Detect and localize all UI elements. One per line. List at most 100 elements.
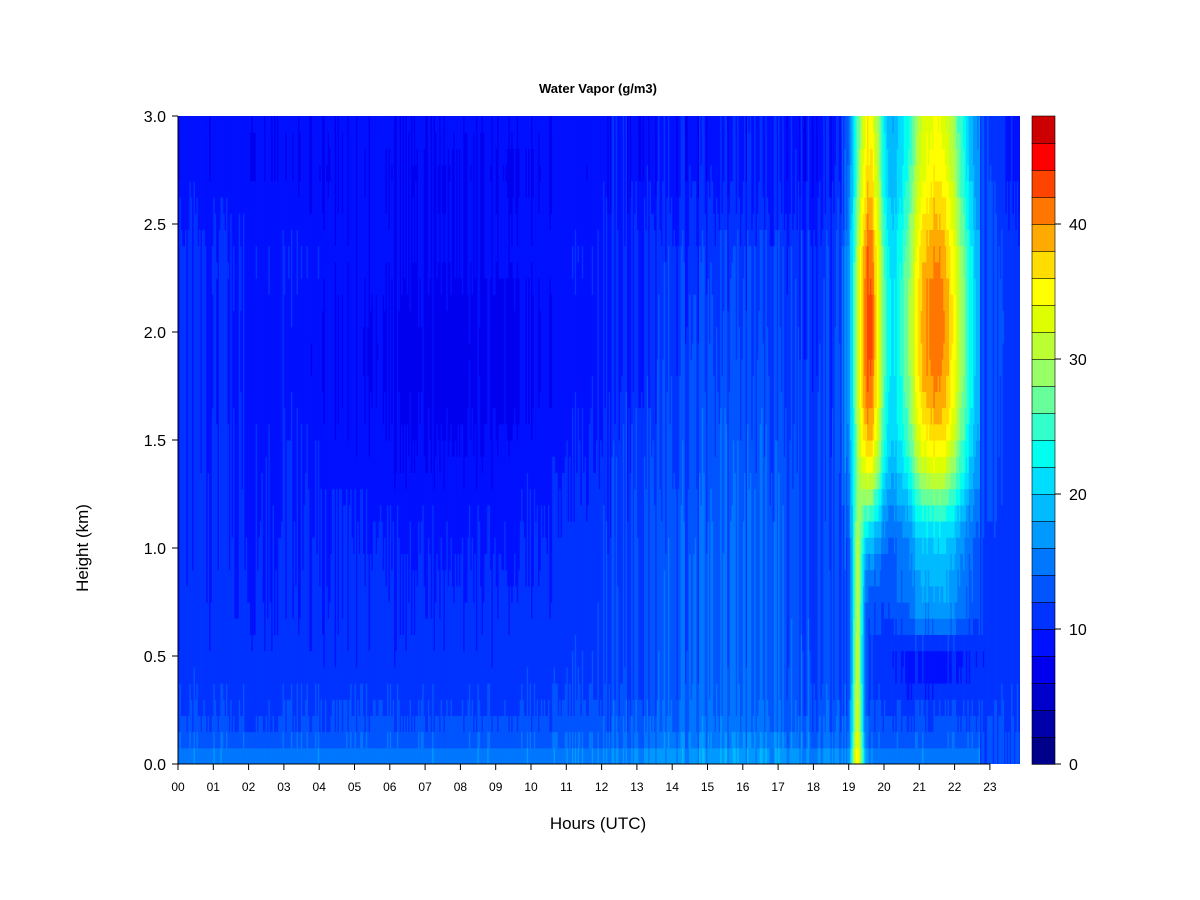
heatmap-cell	[820, 699, 823, 749]
heatmap-cell	[490, 569, 493, 716]
heatmap-cell	[946, 229, 949, 279]
heatmap-cell	[505, 116, 508, 166]
heatmap-cell	[399, 747, 402, 764]
heatmap-cell	[970, 407, 973, 457]
heatmap-cell	[468, 504, 471, 684]
heatmap-cell	[276, 180, 279, 636]
heatmap-cell	[415, 569, 418, 716]
heatmap-cell	[886, 553, 889, 619]
heatmap-cell	[224, 747, 227, 764]
heatmap-cell	[470, 261, 473, 441]
heatmap-cell	[879, 116, 882, 182]
heatmap-cell	[940, 683, 943, 716]
heatmap-cell	[905, 116, 908, 182]
heatmap-cell	[737, 116, 740, 133]
heatmap-cell	[703, 472, 706, 733]
heatmap-cell	[385, 148, 388, 214]
heatmap-cell	[917, 699, 920, 749]
heatmap-cell	[793, 747, 796, 764]
heatmap-cell	[477, 731, 480, 749]
heatmap-cell	[495, 261, 498, 441]
heatmap-cell	[302, 569, 305, 716]
heatmap-cell	[960, 197, 963, 247]
heatmap-cell	[714, 456, 717, 733]
heatmap-cell	[470, 116, 473, 166]
heatmap-cell	[433, 747, 436, 764]
heatmap-cell	[226, 116, 229, 198]
heatmap-cell	[780, 213, 783, 392]
heatmap-cell	[958, 391, 961, 441]
heatmap-cell	[823, 116, 826, 279]
heatmap-cell	[868, 585, 871, 619]
heatmap-cell	[974, 116, 977, 198]
heatmap-cell	[937, 456, 940, 473]
heatmap-cell	[875, 585, 878, 635]
heatmap-cell	[804, 180, 807, 360]
heatmap-cell	[453, 456, 456, 603]
heatmap-cell	[450, 747, 453, 764]
heatmap-cell	[852, 731, 855, 749]
heatmap-cell	[406, 423, 409, 554]
heatmap-cell	[264, 116, 267, 182]
heatmap-cell	[927, 602, 930, 619]
heatmap-cell	[443, 650, 446, 733]
heatmap-cell	[210, 116, 213, 603]
heatmap-cell	[574, 634, 577, 733]
heatmap-cell	[651, 731, 654, 749]
heatmap-cell	[461, 294, 464, 425]
heatmap-cell	[799, 116, 802, 198]
heatmap-cell	[590, 731, 593, 764]
heatmap-cell	[696, 488, 699, 733]
heatmap-cell	[888, 116, 891, 198]
heatmap-cell	[350, 116, 353, 490]
heatmap-cell	[789, 440, 792, 733]
heatmap-cell	[916, 618, 919, 635]
heatmap-cell	[783, 747, 786, 764]
heatmap-cell	[799, 715, 802, 749]
heatmap-cell	[216, 116, 219, 263]
heatmap-cell	[594, 116, 597, 473]
heatmap-cell	[203, 116, 206, 133]
heatmap-cell	[238, 699, 241, 749]
heatmap-cell	[680, 245, 683, 506]
heatmap-cell	[358, 116, 361, 133]
heatmap-cell	[306, 116, 309, 247]
heatmap-cell	[509, 715, 512, 749]
heatmap-cell	[713, 747, 716, 764]
heatmap-cell	[403, 116, 406, 133]
heatmap-cell	[994, 699, 997, 764]
heatmap-cell	[878, 521, 881, 538]
heatmap-cell	[963, 504, 966, 522]
heatmap-cell	[423, 747, 426, 764]
heatmap-cell	[478, 326, 481, 376]
heatmap-cell	[514, 407, 517, 554]
heatmap-cell	[968, 553, 971, 619]
heatmap-cell	[460, 116, 463, 133]
heatmap-cell	[951, 569, 954, 619]
heatmap-cell	[922, 504, 925, 522]
heatmap-cell	[461, 537, 464, 700]
heatmap-cell	[864, 148, 867, 198]
heatmap-cell	[386, 116, 389, 133]
heatmap-cell	[251, 116, 254, 182]
heatmap-cell	[569, 116, 572, 457]
heatmap-cell	[399, 116, 402, 133]
heatmap-cell	[642, 116, 645, 133]
heatmap-cell	[447, 116, 450, 133]
heatmap-cell	[696, 116, 699, 247]
heatmap-cell	[953, 699, 956, 733]
heatmap-cell	[734, 245, 737, 473]
heatmap-cell	[899, 440, 902, 473]
heatmap-cell	[611, 116, 614, 457]
heatmap-cell	[591, 650, 594, 733]
heatmap-cell	[875, 407, 878, 441]
heatmap-cell	[903, 715, 906, 749]
heatmap-cell	[412, 116, 415, 166]
heatmap-cell	[919, 423, 922, 457]
heatmap-cell	[772, 116, 775, 133]
heatmap-cell	[480, 116, 483, 133]
heatmap-cell	[898, 213, 901, 441]
heatmap-cell	[192, 731, 195, 749]
heatmap-cell	[447, 747, 450, 764]
heatmap-cell	[878, 180, 881, 230]
